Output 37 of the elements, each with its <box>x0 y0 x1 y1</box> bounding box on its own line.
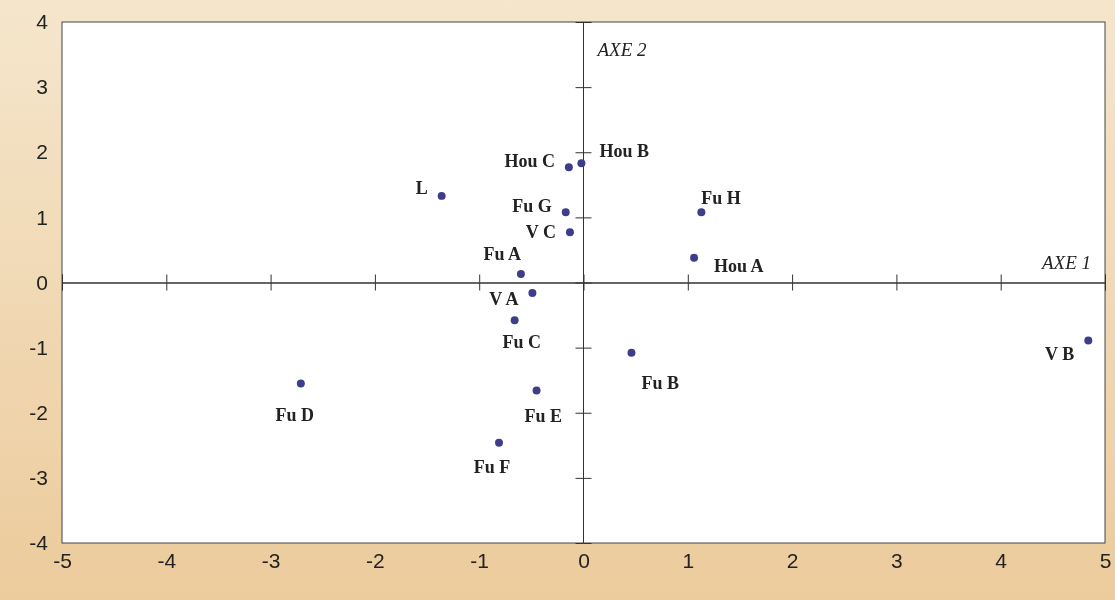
x-tick-label: -4 <box>157 548 177 572</box>
annotation: V A <box>489 288 519 309</box>
y-axis-title: AXE 2 <box>595 39 648 60</box>
x-tick-label: -2 <box>366 548 385 572</box>
x-tick-label: 3 <box>891 548 903 572</box>
annotation: Fu A <box>483 244 521 265</box>
annotation: V B <box>1045 344 1075 365</box>
y-tick-label: -2 <box>29 400 48 424</box>
annotation: Fu E <box>524 405 563 426</box>
x-tick-label: -3 <box>261 548 281 572</box>
annotation: Fu G <box>512 196 552 217</box>
x-tick-label: -5 <box>53 548 72 572</box>
x-tick-label: 4 <box>995 548 1008 572</box>
x-tick-label: 2 <box>786 548 799 572</box>
annotation: Hou C <box>504 151 555 172</box>
y-tick-label: 4 <box>36 10 49 34</box>
annotation: V C <box>525 222 556 243</box>
annotation: Fu H <box>701 188 741 209</box>
x-tick-label: 5 <box>1099 548 1112 572</box>
annotation: Hou A <box>714 255 764 276</box>
annotation: Hou B <box>599 141 649 162</box>
y-tick-label: 0 <box>36 270 48 294</box>
annotation: Fu F <box>473 456 511 477</box>
y-tick-label: -1 <box>29 335 48 359</box>
y-tick-label: -4 <box>29 531 49 555</box>
x-tick-label: -1 <box>470 548 490 572</box>
y-tick-label: 1 <box>36 205 48 229</box>
y-tick-label: 2 <box>36 140 48 164</box>
annotation: Fu D <box>275 405 315 426</box>
x-axis-title: AXE 1 <box>1039 251 1091 273</box>
y-tick-label: -3 <box>29 466 48 490</box>
x-tick-label: 0 <box>578 548 590 572</box>
y-tick-label: 3 <box>36 75 48 99</box>
annotation: Fu B <box>641 372 679 393</box>
x-tick-label: 1 <box>682 548 695 572</box>
annotation: Fu C <box>502 332 541 353</box>
annotation: L <box>415 177 428 198</box>
